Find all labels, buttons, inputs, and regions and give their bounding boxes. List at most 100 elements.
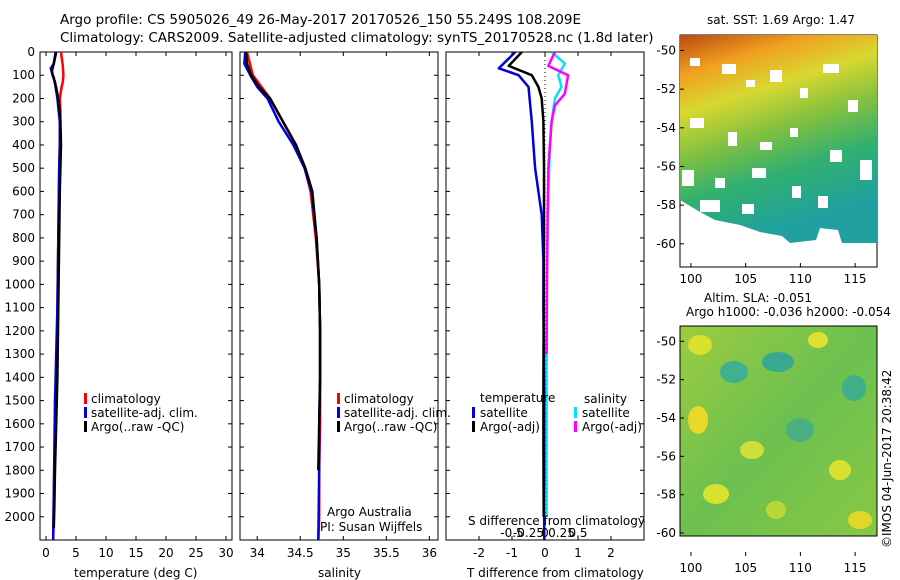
x-tick-label: 5 xyxy=(72,546,80,560)
s-tick-label: -0.25 xyxy=(513,526,544,540)
y-tick-label: 400 xyxy=(12,138,35,152)
y-tick-label: 300 xyxy=(12,115,35,129)
salinity-series-layer xyxy=(243,52,322,540)
s-difference-axis-label: S difference from climatology xyxy=(468,514,645,528)
legend-swatch-t-satellite xyxy=(472,407,475,418)
imos-timestamp: ©IMOS 04-Jun-2017 20:38:42 xyxy=(880,370,894,548)
y-tick-label: 800 xyxy=(12,231,35,245)
y-tick-label: 1200 xyxy=(4,324,35,338)
s-tick-label: -0.5 xyxy=(500,526,523,540)
y-tick-label: 500 xyxy=(12,161,35,175)
x-tick-label: 35.5 xyxy=(373,546,400,560)
sst-map-title: sat. SST: 1.69 Argo: 1.47 xyxy=(707,13,855,27)
y-tick-label: 1400 xyxy=(4,370,35,384)
y-tick-label: 1700 xyxy=(4,440,35,454)
y-tick-label: 0 xyxy=(27,45,35,59)
legend-title-temperature: temperature xyxy=(480,391,555,405)
sla-map-title2: Argo h1000: -0.036 h2000: -0.054 xyxy=(686,305,891,319)
legend-label-satellite: satellite-adj. clim. xyxy=(344,406,451,420)
lat-tick-label: -50 xyxy=(656,334,676,348)
legend-label-argo: Argo(..raw -QC) xyxy=(91,420,184,434)
lon-tick-label: 105 xyxy=(734,561,757,575)
temperature-axes: 0 5 10 15 20 25 300100200300400500600700800900… xyxy=(4,45,233,560)
legend-swatch-satellite xyxy=(84,407,87,418)
x-tick-label: 1 xyxy=(574,546,582,560)
lon-tick-label: 100 xyxy=(679,561,702,575)
x-tick-label: -2 xyxy=(473,546,485,560)
x-tick-label: -1 xyxy=(506,546,518,560)
sla-field-patches xyxy=(688,332,872,529)
legend-title-salinity: salinity xyxy=(584,392,627,406)
lat-tick-label: -60 xyxy=(656,237,676,251)
temperature-legend: climatology satellite-adj. clim. Argo(..… xyxy=(84,392,198,434)
legend-swatch-s-satellite xyxy=(574,407,577,418)
sst-land-gaps xyxy=(682,58,872,214)
series-line-t-satellite xyxy=(497,52,546,540)
legend-label-climatology: climatology xyxy=(91,392,161,406)
y-tick-label: 700 xyxy=(12,208,35,222)
x-tick-label: 0 xyxy=(42,546,50,560)
y-tick-label: 1900 xyxy=(4,487,35,501)
lat-tick-label: -58 xyxy=(656,198,676,212)
difference-x-label: T difference from climatology xyxy=(466,566,644,580)
x-tick-label: 25 xyxy=(188,546,203,560)
y-tick-label: 100 xyxy=(12,68,35,82)
legend-swatch-s-argo xyxy=(574,421,577,432)
lat-tick-label: -54 xyxy=(656,121,676,135)
x-tick-label: 10 xyxy=(98,546,113,560)
y-tick-label: 2000 xyxy=(4,510,35,524)
y-tick-label: 1500 xyxy=(4,394,35,408)
y-tick-label: 1800 xyxy=(4,463,35,477)
y-tick-label: 1000 xyxy=(4,277,35,291)
legend-swatch-climatology xyxy=(84,393,87,404)
legend-swatch-satellite xyxy=(337,407,340,418)
difference-axes: -2 -1 0 1 2-0.5-0.250 0.250.5 xyxy=(446,51,644,560)
series-line-argo-raw-qc- xyxy=(50,52,63,529)
lat-tick-label: -50 xyxy=(656,43,676,57)
lon-tick-label: 100 xyxy=(679,272,702,286)
x-tick-label: 35 xyxy=(336,546,351,560)
lat-tick-label: -56 xyxy=(656,449,676,463)
annotation-pi: PI: Susan Wijffels xyxy=(320,520,422,534)
salinity-plot-frame xyxy=(239,51,439,541)
y-tick-label: 1300 xyxy=(4,347,35,361)
sla-map-axes: 100 105 110 115 -50 -52 -54 -56 -58 -60 xyxy=(656,334,866,575)
x-tick-label: 0 xyxy=(541,546,549,560)
y-tick-label: 900 xyxy=(12,254,35,268)
series-line-climatology xyxy=(245,52,322,540)
lat-tick-label: -56 xyxy=(656,159,676,173)
lon-tick-label: 115 xyxy=(844,272,867,286)
lon-tick-label: 115 xyxy=(844,561,867,575)
legend-swatch-argo xyxy=(337,421,340,432)
chart-title-line2: Climatology: CARS2009. Satellite-adjuste… xyxy=(60,30,654,46)
sla-map-title1: Altim. SLA: -0.051 xyxy=(704,291,812,305)
salinity-x-label: salinity xyxy=(318,566,361,580)
series-line-satellite-adj-clim- xyxy=(243,52,322,540)
sst-map: sat. SST: 1.69 Argo: 1.47 100 105 110 115 -5… xyxy=(656,13,878,286)
annotation-argo-australia: Argo Australia xyxy=(327,505,412,519)
lat-tick-label: -54 xyxy=(656,411,676,425)
temperature-series-layer xyxy=(49,52,65,540)
x-tick-label: 30 xyxy=(218,546,233,560)
x-tick-label: 20 xyxy=(158,546,173,560)
lat-tick-label: -58 xyxy=(656,488,676,502)
x-tick-label: 34.5 xyxy=(287,546,314,560)
series-line-argo-raw-qc- xyxy=(244,52,322,471)
temperature-x-label: temperature (deg C) xyxy=(74,566,197,580)
salinity-axes: 34 34.5 35 35.5 36 xyxy=(240,51,438,560)
y-tick-label: 200 xyxy=(12,91,35,105)
s-tick-label: 0.25 xyxy=(548,526,575,540)
legend-label-t-argo: Argo(-adj) xyxy=(480,420,540,434)
lat-tick-label: -60 xyxy=(656,526,676,540)
sla-map: Altim. SLA: -0.051 Argo h1000: -0.036 h2… xyxy=(656,291,891,575)
y-tick-label: 1100 xyxy=(4,301,35,315)
legend-label-satellite: satellite-adj. clim. xyxy=(91,406,198,420)
legend-swatch-argo xyxy=(84,421,87,432)
x-tick-label: 15 xyxy=(128,546,143,560)
legend-label-s-satellite: satellite xyxy=(582,406,630,420)
legend-swatch-climatology xyxy=(337,393,340,404)
x-tick-label: 2 xyxy=(607,546,615,560)
y-tick-label: 600 xyxy=(12,184,35,198)
legend-label-climatology: climatology xyxy=(344,392,414,406)
